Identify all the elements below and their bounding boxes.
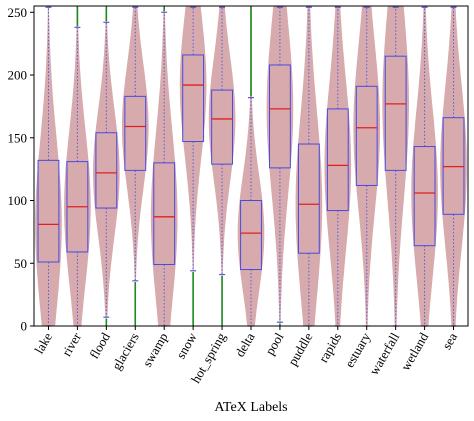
violin-group-pool xyxy=(266,6,294,326)
violin-group-glaciers xyxy=(122,6,149,326)
y-tick-label: 50 xyxy=(14,256,27,271)
violin-group-flood xyxy=(93,6,120,326)
box-iqr xyxy=(182,54,205,143)
violin-group-hot_spring xyxy=(208,6,236,326)
box-iqr xyxy=(413,146,436,247)
violin-body xyxy=(237,6,265,326)
y-tick-label: 100 xyxy=(8,193,28,208)
x-tick-label-lake: lake xyxy=(31,330,55,356)
y-tick-label: 250 xyxy=(8,5,28,20)
violin-body xyxy=(150,6,178,326)
violin-body xyxy=(266,6,294,323)
box-iqr xyxy=(240,200,262,271)
violin-group-delta xyxy=(237,6,265,327)
box-iqr xyxy=(37,159,60,263)
y-tick-label: 200 xyxy=(8,68,28,83)
box-iqr xyxy=(211,89,233,165)
violin-body xyxy=(64,6,91,326)
x-tick-label-sea: sea xyxy=(439,330,460,352)
violin-group-sea xyxy=(440,6,467,327)
x-tick-label-flood: flood xyxy=(86,330,113,362)
box-iqr xyxy=(153,162,176,266)
box-iqr xyxy=(269,64,291,169)
plot-area xyxy=(35,6,467,327)
y-tick-label: 0 xyxy=(21,319,28,334)
box-iqr xyxy=(124,95,147,171)
x-tick-label-swamp: swamp xyxy=(139,330,170,369)
violin-body xyxy=(208,6,236,275)
violin-group-estuary xyxy=(353,6,380,327)
violin-group-rapids xyxy=(324,6,352,327)
box-iqr xyxy=(384,55,407,171)
x-axis-title: ATeX Labels xyxy=(214,400,287,415)
x-tick-label-snow: snow xyxy=(173,329,200,361)
violin-body xyxy=(382,6,409,326)
x-tick-label-delta: delta xyxy=(232,330,258,360)
violin-group-wetland xyxy=(411,6,438,327)
x-tick-label-rapids: rapids xyxy=(316,330,345,365)
x-tick-label-wetland: wetland xyxy=(398,330,432,374)
violin-group-puddle xyxy=(295,6,323,327)
violin-body xyxy=(179,6,207,271)
violin-group-river xyxy=(64,6,91,327)
x-tick-label-glaciers: glaciers xyxy=(109,330,142,373)
violin-body xyxy=(122,6,149,281)
violin-group-waterfall xyxy=(382,6,409,327)
box-iqr xyxy=(326,108,349,212)
box-iqr xyxy=(95,132,118,209)
violin-body xyxy=(35,6,62,326)
x-tick-label-river: river xyxy=(59,329,85,358)
box-iqr xyxy=(355,85,378,186)
x-tick-label-puddle: puddle xyxy=(285,330,316,368)
violin-body xyxy=(295,6,323,326)
box-iqr xyxy=(297,143,320,254)
violin-group-snow xyxy=(179,6,207,326)
x-tick-label-pool: pool xyxy=(262,330,287,358)
y-tick-label: 150 xyxy=(8,130,28,145)
violin-group-swamp xyxy=(150,6,178,327)
violin-body xyxy=(93,6,120,318)
violin-group-lake xyxy=(35,6,62,327)
